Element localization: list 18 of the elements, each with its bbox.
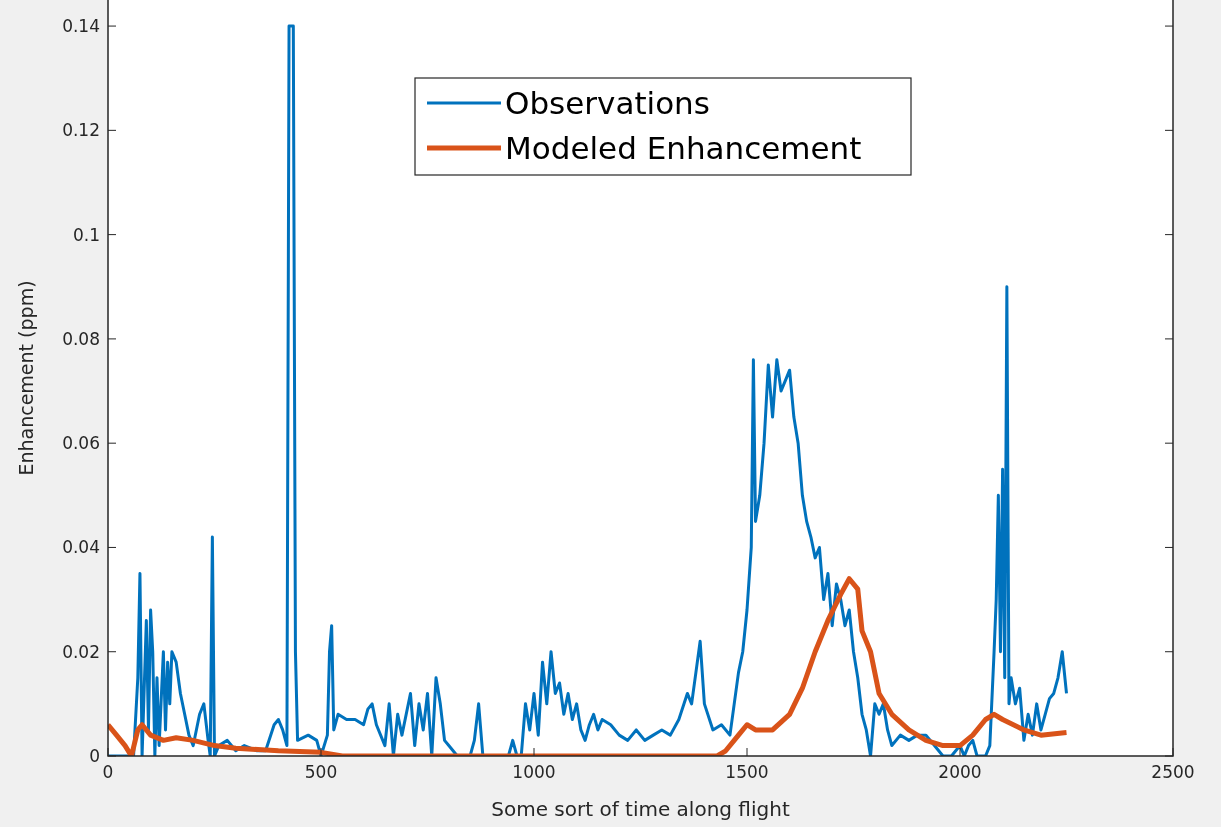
legend-label: Modeled Enhancement	[505, 130, 862, 166]
x-tick-label: 0	[102, 762, 114, 782]
y-tick-label: 0.04	[62, 537, 100, 558]
y-tick-label: 0.08	[62, 328, 100, 349]
x-tick-label: 1500	[725, 762, 769, 782]
x-tick-label: 2000	[938, 762, 982, 782]
y-tick-label: 0.02	[62, 641, 100, 662]
x-axis-title: Some sort of time along flight	[491, 797, 790, 821]
x-tick-label: 2500	[1151, 762, 1195, 782]
y-tick-label: 0.1	[72, 224, 100, 245]
y-axis-title: Enhancement (ppm)	[15, 280, 37, 476]
y-tick-label: 0	[89, 746, 100, 766]
legend-label: Observations	[505, 85, 710, 121]
y-tick-label: 0.14	[62, 16, 100, 37]
y-tick-label: 0.06	[62, 433, 100, 454]
x-tick-label: 500	[304, 762, 338, 782]
x-tick-label: 1000	[512, 762, 556, 782]
y-tick-label: 0.12	[62, 120, 100, 141]
